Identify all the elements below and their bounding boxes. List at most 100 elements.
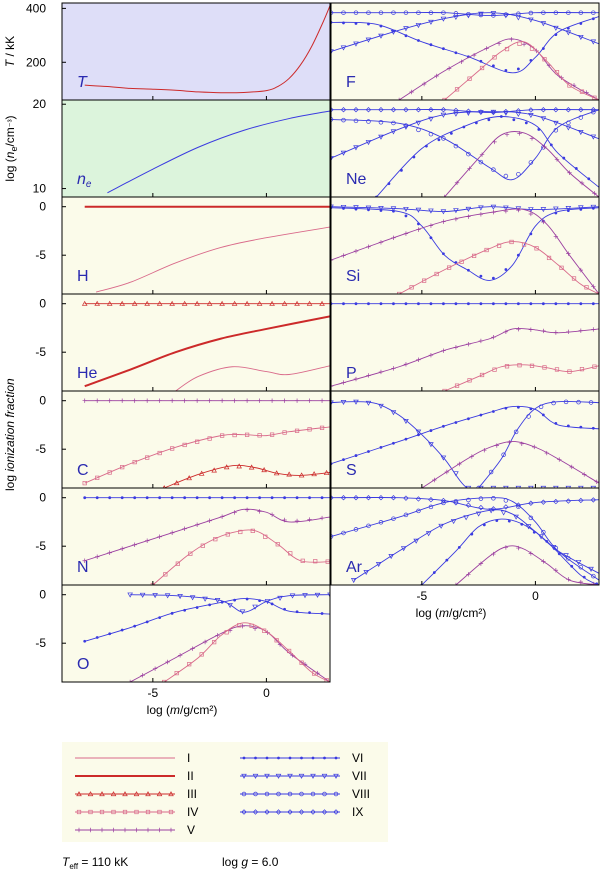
data-point-v	[532, 444, 537, 450]
legend-marker	[145, 827, 151, 833]
data-point-v	[244, 507, 250, 512]
data-point-v	[542, 144, 547, 150]
data-point-viii	[466, 151, 471, 157]
data-point-viii	[416, 508, 421, 514]
data-point-iv	[212, 640, 217, 645]
data-point-iii	[286, 471, 292, 477]
data-point-iv	[579, 89, 585, 94]
data-point-v	[428, 223, 434, 228]
data-point-ix	[403, 107, 409, 113]
panel-label-n: N	[77, 559, 89, 576]
data-point-iv	[157, 450, 162, 456]
data-point-v	[453, 582, 459, 585]
data-point-viii	[566, 10, 571, 15]
data-point-vi	[529, 232, 533, 236]
data-point-vi	[554, 302, 558, 306]
data-point-iii	[119, 300, 125, 306]
data-point-iii	[273, 470, 280, 476]
data-point-vi	[367, 450, 370, 453]
data-point-vii	[565, 485, 572, 488]
series-group	[81, 300, 330, 391]
data-point-vi	[220, 496, 224, 500]
data-point-v	[528, 551, 534, 556]
legend-item-viii: VIII	[240, 787, 370, 801]
data-point-iii	[198, 470, 205, 476]
data-point-v	[132, 542, 137, 547]
series-line-ix	[331, 497, 599, 510]
data-point-vii	[465, 110, 472, 116]
data-point-iii	[311, 471, 317, 477]
data-point-vii	[365, 37, 372, 43]
data-point-iv	[175, 561, 180, 566]
legend-marker	[122, 809, 128, 815]
data-point-ix	[378, 107, 384, 113]
data-point-viii	[513, 429, 519, 435]
data-point-v	[471, 52, 477, 58]
panel-background	[331, 3, 599, 100]
data-point-vii	[465, 485, 472, 488]
data-point-vi	[417, 433, 420, 437]
data-point-iii	[319, 300, 325, 306]
data-point-vii	[378, 134, 384, 140]
data-point-vi	[541, 413, 545, 417]
data-point-ix	[331, 107, 334, 113]
data-point-vii	[202, 596, 208, 602]
data-point-vii	[440, 455, 447, 461]
data-point-vi	[392, 209, 395, 213]
data-point-vi	[404, 437, 408, 441]
data-point-vii	[340, 150, 347, 156]
data-point-vi	[566, 26, 570, 30]
data-point-vi	[541, 47, 545, 50]
data-point-iv	[546, 255, 552, 261]
labels-layer: -5 0 log (m/g/cm²) -5 0 log (m/g/cm²) T / kK lo…	[3, 36, 539, 717]
data-point-v	[169, 530, 175, 535]
legend-item-iii: III	[75, 787, 197, 801]
x-tick-label: 0	[263, 686, 270, 700]
data-point-vii	[553, 120, 559, 126]
data-point-vi	[470, 532, 474, 536]
legend-marker	[252, 773, 259, 779]
data-point-v	[294, 518, 300, 524]
series-group	[83, 592, 330, 682]
legend-label: VI	[352, 751, 363, 765]
data-point-iii	[298, 472, 305, 478]
data-point-vi	[537, 128, 541, 131]
data-point-iv	[592, 364, 597, 369]
legend-marker	[241, 773, 247, 779]
data-point-v	[219, 514, 225, 519]
series-line-viii	[331, 12, 599, 17]
data-point-vii	[490, 11, 497, 17]
data-point-viii	[516, 504, 521, 509]
data-point-vi	[120, 496, 124, 500]
data-point-ix	[365, 495, 372, 501]
legend-marker	[241, 809, 247, 815]
legend-marker	[88, 809, 93, 815]
data-point-iii	[248, 464, 255, 470]
data-point-iii	[173, 480, 180, 486]
data-point-viii	[391, 10, 396, 15]
data-point-v	[467, 166, 472, 171]
data-point-iv	[95, 475, 100, 480]
data-point-vi	[507, 519, 511, 523]
series-line-iv	[444, 364, 599, 391]
data-point-v	[517, 131, 522, 136]
data-point-iv	[249, 623, 254, 628]
y-tick-label: -5	[35, 539, 46, 553]
data-point-iii	[269, 300, 275, 306]
legend-marker	[265, 756, 269, 760]
data-point-vi	[342, 21, 345, 25]
data-point-v	[119, 546, 125, 551]
data-point-vi	[554, 421, 558, 425]
data-point-vi	[554, 33, 558, 37]
data-point-viii	[538, 404, 544, 410]
data-point-v	[494, 443, 499, 448]
data-point-v	[529, 136, 535, 141]
data-point-vii	[365, 400, 372, 406]
data-point-v	[202, 639, 208, 645]
series-group	[331, 204, 599, 294]
data-point-iii	[236, 463, 242, 469]
data-point-vii	[403, 124, 409, 130]
legend-marker	[252, 809, 259, 815]
series-line-i	[175, 365, 330, 391]
data-point-vii	[450, 519, 457, 525]
